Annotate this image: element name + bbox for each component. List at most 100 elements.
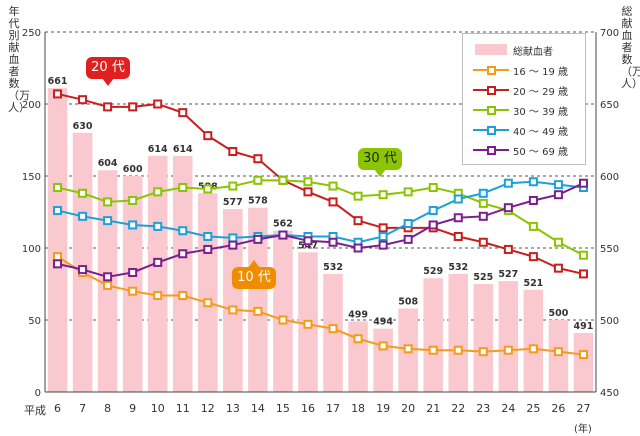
right-tick-label: 500 <box>600 316 619 327</box>
callout-10s: 10 代 <box>232 260 276 289</box>
bar-total-donors <box>448 273 469 392</box>
bar-value-label: 577 <box>223 197 243 208</box>
bar-value-label: 532 <box>448 262 468 273</box>
series-point-4 <box>528 195 538 205</box>
series-point-3 <box>78 211 88 221</box>
series-point-0 <box>153 291 163 301</box>
x-tick-label: 24 <box>501 402 515 415</box>
callout-20s: 20 代 <box>86 57 130 86</box>
x-tick-label: 21 <box>426 402 440 415</box>
bar-total-donors <box>523 289 544 392</box>
legend-label: 40 ～ 49 歳 <box>513 127 568 138</box>
callout-30s-label: 30 代 <box>363 151 397 166</box>
series-line-2 <box>57 179 584 257</box>
left-tick-label: 250 <box>22 28 41 39</box>
series-point-2 <box>328 181 338 191</box>
series-point-4 <box>303 236 313 246</box>
series-point-2 <box>378 190 388 200</box>
series-point-2 <box>303 177 313 187</box>
x-tick-label: 14 <box>251 402 265 415</box>
series-point-1 <box>128 102 138 112</box>
bar-total-donors <box>172 155 193 392</box>
bar-value-label: 661 <box>48 76 68 87</box>
left-tick-label: 150 <box>22 172 41 183</box>
series-point-0 <box>278 315 288 325</box>
series-point-2 <box>128 195 138 205</box>
series-point-2 <box>428 183 438 193</box>
bar-total-donors <box>373 328 393 392</box>
series-point-2 <box>478 198 488 208</box>
series-point-2 <box>578 250 588 260</box>
x-tick-label: 17 <box>326 402 340 415</box>
right-tick-label: 550 <box>600 244 619 255</box>
bar-value-label: 614 <box>173 144 193 155</box>
bar-value-label: 527 <box>498 269 518 280</box>
series-point-4 <box>403 234 413 244</box>
left-axis-label: 年代別献血者数（万人） <box>8 5 30 114</box>
bar-value-label: 604 <box>98 158 118 169</box>
series-point-2 <box>553 237 563 247</box>
x-unit-label: (年) <box>574 424 592 435</box>
series-point-4 <box>478 211 488 221</box>
x-tick-label: 12 <box>201 402 215 415</box>
series-point-2 <box>178 183 188 193</box>
series-point-3 <box>378 231 388 241</box>
series-point-1 <box>478 237 488 247</box>
series-point-4 <box>503 203 513 213</box>
series-point-4 <box>278 230 288 240</box>
bar-total-donors <box>248 207 268 392</box>
bar-value-label: 562 <box>273 219 293 230</box>
series-point-4 <box>178 249 188 259</box>
bar-value-label: 494 <box>373 317 393 328</box>
bar-total-donors <box>122 176 143 392</box>
series-point-3 <box>553 180 563 190</box>
series-point-4 <box>253 234 263 244</box>
series-point-3 <box>528 177 538 187</box>
series-point-4 <box>153 257 163 267</box>
series-point-0 <box>328 324 338 334</box>
bar-value-label: 630 <box>73 121 93 132</box>
bar-total-donors <box>348 321 368 392</box>
series-point-1 <box>528 252 538 262</box>
legend-label: 50 ～ 69 歳 <box>513 147 568 158</box>
series-point-0 <box>253 306 263 316</box>
series-line-1 <box>57 92 584 275</box>
series-point-3 <box>128 220 138 230</box>
legend-line-swatch <box>471 102 511 118</box>
series-point-4 <box>53 259 63 269</box>
series-point-2 <box>528 221 538 231</box>
bar-value-label: 525 <box>473 272 493 283</box>
x-tick-label: 13 <box>226 402 240 415</box>
series-point-1 <box>328 197 338 207</box>
series-point-4 <box>78 265 88 275</box>
legend-line-swatch <box>471 62 511 78</box>
x-tick-label: 27 <box>576 402 590 415</box>
bar-total-donors <box>498 281 519 392</box>
legend-item: 16 ～ 19 歳 <box>463 62 585 78</box>
bar-value-label: 491 <box>574 321 594 332</box>
bar-total-donors <box>198 193 218 392</box>
series-point-4 <box>428 220 438 230</box>
series-point-1 <box>503 244 513 254</box>
series-point-2 <box>253 175 263 185</box>
series-point-0 <box>528 344 538 354</box>
series-point-1 <box>303 187 313 197</box>
series-point-0 <box>503 345 513 355</box>
series-point-1 <box>203 131 213 141</box>
series-point-3 <box>403 219 413 229</box>
series-point-4 <box>378 240 388 250</box>
x-tick-label: 19 <box>376 402 390 415</box>
series-point-0 <box>228 305 238 315</box>
era-label: 平成 <box>24 404 46 417</box>
series-point-4 <box>578 178 588 188</box>
series-point-1 <box>78 95 88 105</box>
series-point-1 <box>228 147 238 157</box>
bar-total-donors <box>473 284 494 392</box>
bar-value-label: 600 <box>123 164 143 175</box>
bar-value-label: 521 <box>523 278 543 289</box>
series-point-3 <box>153 221 163 231</box>
series-point-4 <box>328 237 338 247</box>
legend-label: 16 ～ 19 歳 <box>513 67 568 78</box>
bar-value-label: 532 <box>323 262 343 273</box>
